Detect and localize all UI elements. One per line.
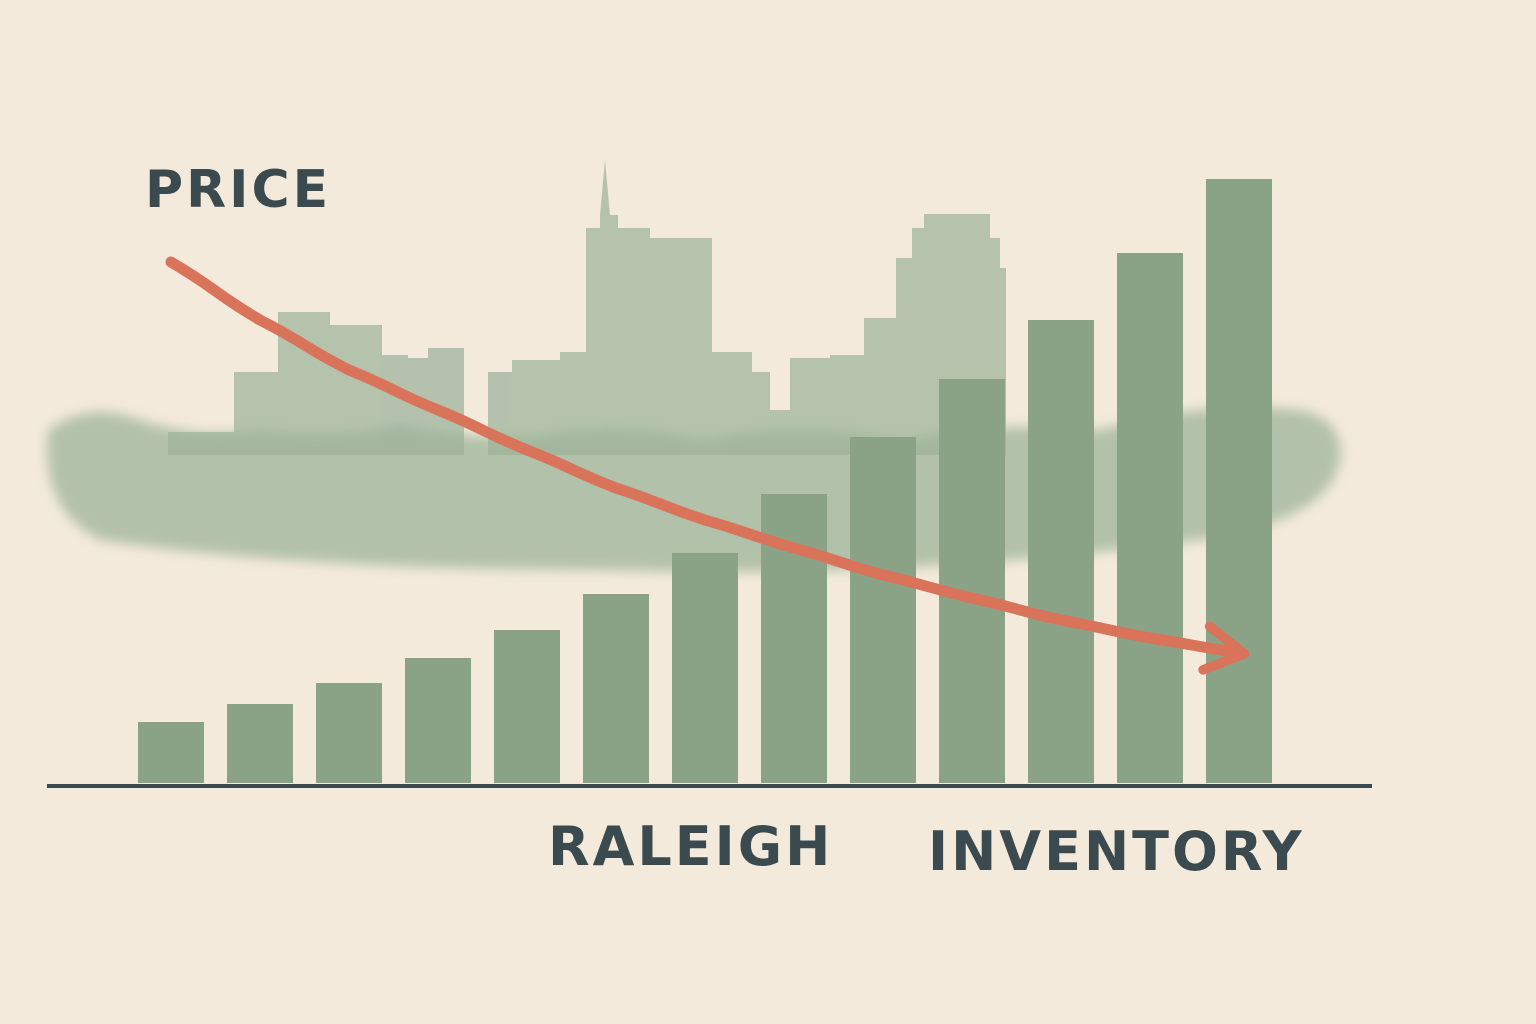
price-line (165, 256, 1250, 675)
bar (939, 379, 1005, 783)
bar (850, 437, 916, 783)
bar (316, 683, 382, 783)
bar (672, 553, 738, 783)
bar (494, 630, 560, 783)
bar (405, 658, 471, 783)
bar (583, 594, 649, 783)
legend-label: PRICE (145, 160, 331, 220)
bar (1117, 253, 1183, 783)
legend-label: INVENTORY (928, 820, 1305, 883)
bar (1206, 179, 1272, 783)
tree-line (47, 407, 1341, 572)
skyline (168, 160, 1006, 455)
bar (138, 722, 204, 783)
city-label: RALEIGH (548, 815, 833, 878)
bar (227, 704, 293, 783)
bar (1028, 320, 1094, 783)
